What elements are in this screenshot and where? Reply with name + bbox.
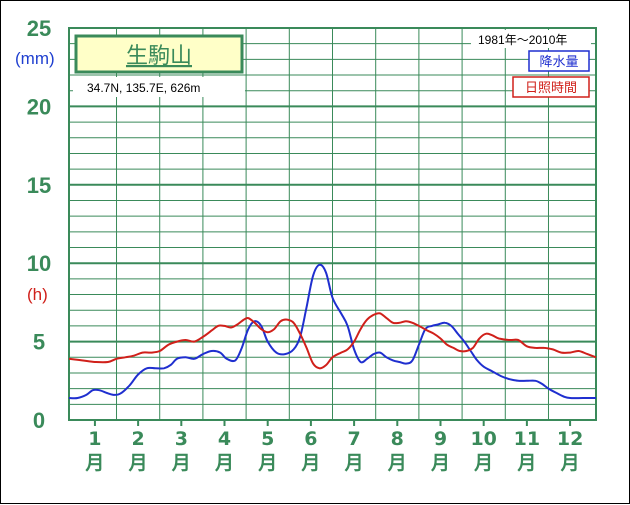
x-tick-month-number: 6 xyxy=(304,428,317,450)
y-tick-labels: 0 5 10 15 20 25 xyxy=(27,16,51,433)
y-tick-label: 10 xyxy=(27,251,51,276)
x-tick-month-unit: 月 xyxy=(257,452,277,474)
y-tick-label: 15 xyxy=(27,173,51,198)
y-tick-label: 0 xyxy=(33,408,45,433)
period-label: 1981年～2010年 xyxy=(478,33,567,47)
x-tick-month-number: 11 xyxy=(514,428,540,450)
plot-border xyxy=(68,27,597,421)
precipitation-unit-label: (mm) xyxy=(15,49,55,68)
sunshine-unit-label: (h) xyxy=(27,285,48,304)
x-tick-month-unit: 月 xyxy=(171,452,191,474)
period-box xyxy=(471,30,591,48)
x-tick-month-unit: 月 xyxy=(300,452,320,474)
x-tick-month-number: 10 xyxy=(470,428,496,450)
legend-sunshine-label: 日照時間 xyxy=(525,81,577,96)
grid xyxy=(69,27,596,421)
x-tick-month-number: 8 xyxy=(391,428,404,450)
x-tick-month-number: 12 xyxy=(557,428,583,450)
x-tick-month-unit: 月 xyxy=(128,452,148,474)
x-tick-month-number: 3 xyxy=(175,428,188,450)
axes xyxy=(68,27,597,426)
x-tick-month-number: 1 xyxy=(88,428,101,450)
x-tick-month-unit: 月 xyxy=(560,452,580,474)
location-label: 34.7N, 135.7E, 626m xyxy=(87,81,200,95)
x-tick-month-unit: 月 xyxy=(214,452,234,474)
x-tick-month-unit: 月 xyxy=(387,452,407,474)
location-box xyxy=(73,77,245,97)
title-box xyxy=(74,34,244,74)
chart-title: 生駒山 xyxy=(126,44,192,69)
sunshine-line xyxy=(68,312,597,370)
x-tick-month-unit: 月 xyxy=(516,452,536,474)
x-tick-month-number: 9 xyxy=(434,428,447,450)
x-tick-month-number: 5 xyxy=(261,428,274,450)
x-tick-month-unit: 月 xyxy=(430,452,450,474)
legend-sunshine-box xyxy=(512,76,590,98)
x-tick-month-unit: 月 xyxy=(84,452,104,474)
x-tick-month-number: 2 xyxy=(131,428,144,450)
y-tick-label: 25 xyxy=(27,16,51,41)
x-tick-month-number: 7 xyxy=(347,428,360,450)
x-tick-month-number: 4 xyxy=(218,428,231,450)
series-group xyxy=(68,263,597,400)
x-tick-month-unit: 月 xyxy=(344,452,364,474)
precipitation-line xyxy=(68,263,596,400)
legend-precipitation-box xyxy=(528,50,590,72)
y-tick-label: 20 xyxy=(27,94,51,119)
x-tick-month-unit: 月 xyxy=(473,452,493,474)
y-tick-label: 5 xyxy=(33,330,45,355)
legend-precipitation-label: 降水量 xyxy=(539,55,578,70)
